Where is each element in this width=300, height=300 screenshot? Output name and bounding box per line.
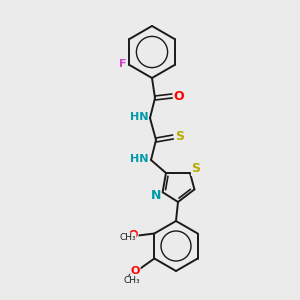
Text: S: S	[176, 130, 184, 143]
Text: CH₃: CH₃	[123, 276, 140, 285]
Text: O: O	[131, 266, 140, 275]
Text: F: F	[119, 59, 126, 69]
Text: HN: HN	[130, 154, 148, 164]
Text: N: N	[150, 189, 161, 202]
Text: S: S	[191, 163, 200, 176]
Text: CH₃: CH₃	[119, 233, 136, 242]
Text: HN: HN	[130, 112, 148, 122]
Text: O: O	[174, 89, 184, 103]
Text: O: O	[129, 230, 138, 241]
